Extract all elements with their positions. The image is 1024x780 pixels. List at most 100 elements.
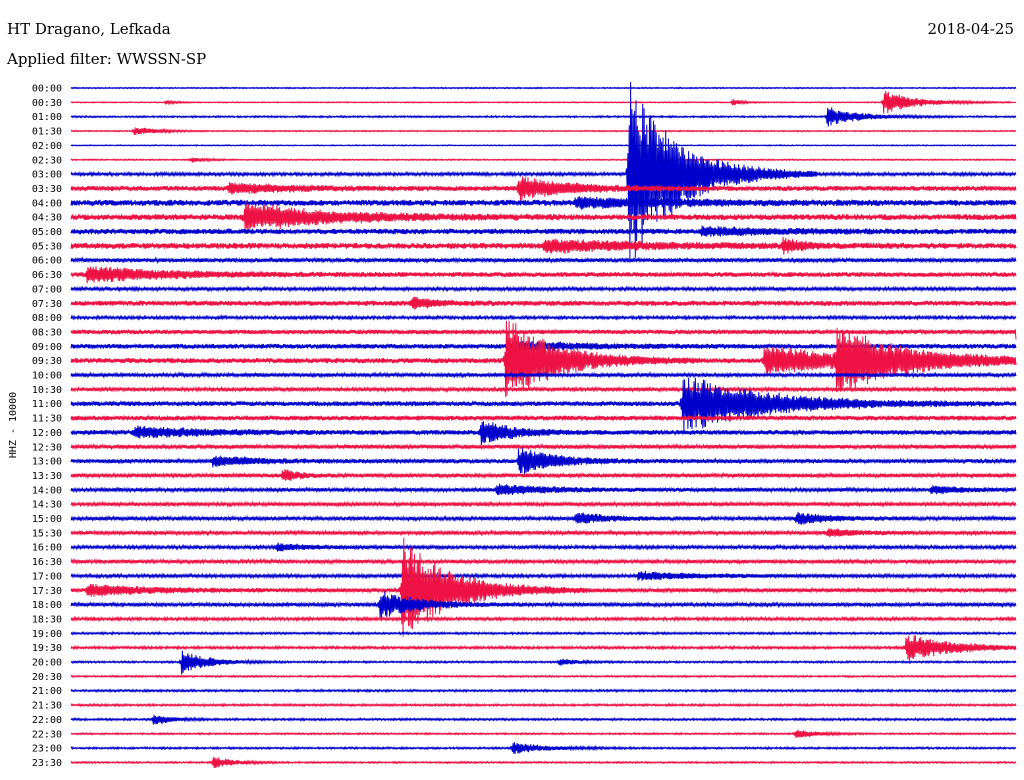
trace-line bbox=[70, 557, 1017, 566]
time-label: 11:30 bbox=[32, 414, 62, 425]
time-label: 10:00 bbox=[32, 371, 62, 382]
traces bbox=[70, 81, 1017, 769]
time-label: 12:00 bbox=[32, 428, 62, 439]
time-label: 21:30 bbox=[32, 701, 62, 712]
time-label: 13:00 bbox=[32, 457, 62, 468]
filter-label: Applied filter: WWSSN-SP bbox=[7, 50, 207, 68]
trace-line bbox=[70, 371, 1017, 379]
time-label: 01:30 bbox=[32, 127, 62, 138]
trace-line bbox=[70, 500, 1017, 508]
time-label: 08:30 bbox=[32, 327, 62, 338]
trace-line bbox=[70, 528, 1017, 538]
trace-line bbox=[70, 81, 1017, 259]
trace-line bbox=[70, 650, 1017, 675]
trace-line bbox=[70, 742, 1017, 755]
time-label: 20:00 bbox=[32, 658, 62, 669]
time-label: 20:30 bbox=[32, 672, 62, 683]
time-label: 07:00 bbox=[32, 284, 62, 295]
time-label: 06:00 bbox=[32, 256, 62, 267]
time-label: 02:30 bbox=[32, 155, 62, 166]
trace-line bbox=[70, 483, 1017, 496]
trace-line bbox=[70, 107, 1017, 127]
time-label: 04:00 bbox=[32, 198, 62, 209]
time-label: 14:30 bbox=[32, 500, 62, 511]
trace-line bbox=[70, 201, 1017, 232]
time-label: 09:30 bbox=[32, 356, 62, 367]
trace-line bbox=[70, 591, 1017, 618]
trace-line bbox=[70, 469, 1017, 481]
trace-line bbox=[70, 143, 1017, 147]
trace-line bbox=[70, 442, 1017, 451]
time-label: 16:30 bbox=[32, 557, 62, 568]
trace-line bbox=[70, 285, 1017, 293]
trace-line bbox=[70, 385, 1017, 394]
time-label: 17:00 bbox=[32, 571, 62, 582]
time-label: 13:30 bbox=[32, 471, 62, 482]
trace-line bbox=[70, 542, 1017, 552]
trace-line bbox=[70, 615, 1017, 623]
trace-line bbox=[70, 421, 1017, 446]
trace-line bbox=[70, 537, 1017, 637]
trace-line bbox=[70, 236, 1017, 255]
trace-line bbox=[70, 674, 1017, 679]
station-title: HT Dragano, Lefkada bbox=[7, 20, 171, 38]
trace-line bbox=[70, 414, 1017, 422]
time-label: 11:00 bbox=[32, 399, 62, 410]
trace-line bbox=[70, 511, 1017, 525]
time-label: 10:30 bbox=[32, 385, 62, 396]
trace-line bbox=[70, 256, 1017, 265]
y-axis-title-text: HHZ - 10000 bbox=[8, 392, 19, 458]
time-label: 09:00 bbox=[32, 342, 62, 353]
time-label: 12:30 bbox=[32, 442, 62, 453]
time-label: 06:30 bbox=[32, 270, 62, 281]
trace-line bbox=[70, 196, 1017, 210]
time-label: 22:30 bbox=[32, 729, 62, 740]
time-label: 19:00 bbox=[32, 629, 62, 640]
time-label: 04:30 bbox=[32, 213, 62, 224]
time-label: 23:00 bbox=[32, 744, 62, 755]
trace-line bbox=[70, 90, 1017, 114]
date-label: 2018-04-25 bbox=[927, 20, 1014, 38]
trace-line bbox=[70, 86, 1017, 90]
trace-line bbox=[70, 296, 1017, 310]
trace-line bbox=[70, 314, 1017, 321]
time-label: 05:00 bbox=[32, 227, 62, 238]
trace-line bbox=[70, 714, 1017, 725]
time-label: 02:00 bbox=[32, 141, 62, 152]
time-label: 23:30 bbox=[32, 758, 62, 769]
time-label: 03:00 bbox=[32, 170, 62, 181]
trace-line bbox=[70, 635, 1017, 661]
trace-line bbox=[70, 702, 1017, 708]
time-label: 22:00 bbox=[32, 715, 62, 726]
trace-line bbox=[70, 377, 1017, 432]
time-label: 18:00 bbox=[32, 600, 62, 611]
trace-line bbox=[70, 266, 1017, 284]
time-label: 15:30 bbox=[32, 528, 62, 539]
time-label: 16:00 bbox=[32, 543, 62, 554]
time-label: 14:00 bbox=[32, 485, 62, 496]
trace-line bbox=[70, 688, 1017, 694]
time-label: 03:30 bbox=[32, 184, 62, 195]
time-label: 01:00 bbox=[32, 112, 62, 123]
time-label: 05:30 bbox=[32, 241, 62, 252]
trace-line bbox=[70, 570, 1017, 581]
time-labels: 00:00 00:30 01:00 01:30 02:00 02:30 03:00 03:30… bbox=[32, 84, 62, 769]
trace-line bbox=[70, 757, 1017, 769]
trace-line bbox=[70, 225, 1017, 237]
trace-line bbox=[70, 176, 1017, 201]
trace-line bbox=[70, 729, 1017, 738]
time-label: 21:00 bbox=[32, 686, 62, 697]
time-label: 19:30 bbox=[32, 643, 62, 654]
trace-line bbox=[70, 447, 1017, 475]
time-label: 17:30 bbox=[32, 586, 62, 597]
time-label: 15:00 bbox=[32, 514, 62, 525]
time-label: 00:00 bbox=[32, 84, 62, 95]
time-label: 07:30 bbox=[32, 299, 62, 310]
trace-line bbox=[70, 157, 1017, 163]
trace-line bbox=[70, 328, 1017, 340]
time-label: 18:30 bbox=[32, 614, 62, 625]
trace-line bbox=[70, 127, 1017, 135]
time-label: 00:30 bbox=[32, 98, 62, 109]
trace-line bbox=[70, 630, 1017, 636]
